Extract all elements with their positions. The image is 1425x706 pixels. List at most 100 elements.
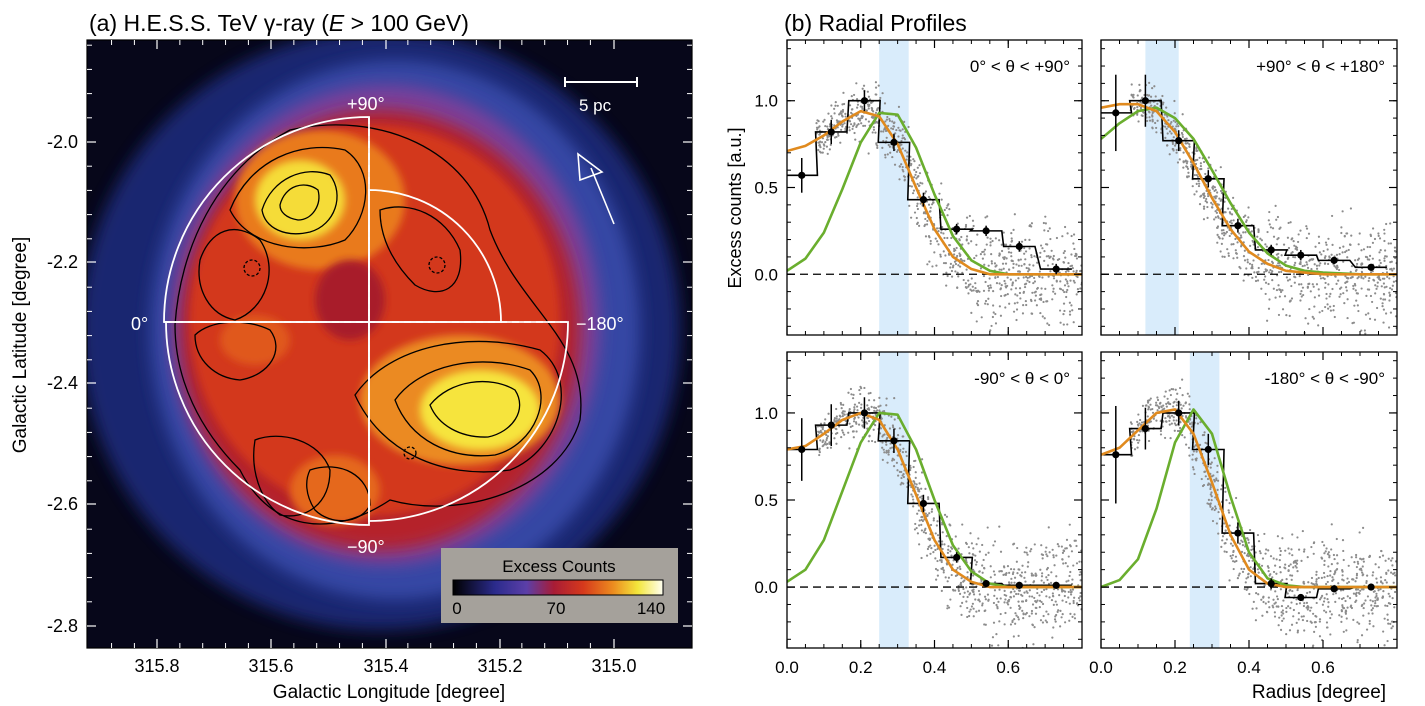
scatter-point — [1151, 118, 1154, 121]
scatter-point — [1325, 582, 1328, 586]
scatter-point — [1196, 149, 1199, 152]
scatter-point — [986, 526, 989, 529]
scatter-point — [1159, 429, 1163, 433]
scatter-point — [884, 153, 887, 156]
scatter-point — [1320, 556, 1323, 559]
scatter-point — [1027, 270, 1030, 273]
scatter-point — [936, 574, 939, 577]
scatter-point — [819, 439, 822, 442]
scatter-point — [962, 278, 965, 282]
scatter-point — [859, 406, 863, 409]
scatter-point — [816, 128, 819, 131]
scatter-point — [833, 420, 837, 423]
scatter-point — [1044, 215, 1047, 218]
scatter-point — [986, 236, 989, 239]
scatter-point — [1268, 606, 1271, 609]
scatter-point — [1044, 287, 1047, 290]
scatter-point — [1292, 239, 1295, 243]
scatter-point — [1058, 594, 1061, 597]
scatter-point — [976, 300, 980, 303]
scatter-point — [1258, 550, 1262, 553]
scatter-point — [1216, 470, 1219, 474]
scatter-point — [1297, 283, 1301, 286]
scatter-point — [1300, 615, 1303, 618]
scatter-point — [1244, 231, 1247, 234]
scatter-point — [1358, 592, 1361, 595]
scatter-point — [861, 424, 864, 427]
scatter-point — [1319, 262, 1322, 265]
scatter-point — [1008, 302, 1011, 305]
scatter-point — [916, 196, 919, 199]
scatter-point — [1329, 309, 1333, 312]
scatter-point — [1249, 244, 1252, 247]
scatter-point — [949, 550, 952, 553]
scatter-point — [990, 324, 993, 328]
scatter-point — [916, 175, 919, 178]
scatter-point — [879, 404, 882, 407]
scatter-point — [884, 120, 887, 123]
scatter-point — [1287, 605, 1290, 608]
scatter-point — [964, 282, 967, 285]
scatter-point — [964, 286, 967, 289]
scatter-point — [1230, 557, 1233, 560]
scatter-point — [925, 554, 929, 557]
scatter-point — [1325, 621, 1329, 624]
scatter-point — [1060, 616, 1063, 619]
scatter-point — [1011, 619, 1014, 622]
scatter-point — [1064, 256, 1067, 259]
scatter-point — [940, 231, 943, 234]
scatter-point — [877, 84, 880, 87]
scatter-point — [934, 237, 937, 240]
scatter-point — [892, 426, 895, 429]
scatter-point — [981, 604, 984, 607]
scatter-point — [1366, 595, 1370, 598]
scatter-point — [957, 587, 960, 591]
scatter-point — [1033, 276, 1036, 280]
scatter-point — [1041, 553, 1045, 557]
scatter-point — [1176, 122, 1179, 126]
scatter-point — [908, 184, 911, 188]
scatter-point — [944, 576, 947, 579]
scatter-point — [928, 260, 931, 263]
scatter-point — [1148, 119, 1152, 122]
scatter-point — [863, 386, 866, 390]
scatter-point — [960, 577, 963, 580]
scatter-point — [861, 107, 864, 110]
scatter-point — [1215, 522, 1218, 525]
scatter-point — [1051, 284, 1054, 287]
scatter-point — [1366, 288, 1369, 291]
scatter-point — [1383, 239, 1386, 243]
scatter-point — [1054, 292, 1057, 295]
scatter-point — [920, 487, 923, 490]
scatter-point — [1135, 438, 1139, 442]
scatter-point — [852, 430, 855, 433]
scatter-point — [1249, 575, 1252, 578]
scatter-point — [1379, 261, 1382, 265]
scatter-point — [1188, 454, 1191, 457]
scatter-point — [1345, 289, 1348, 292]
profile-angle-label: -180° < θ < -90° — [1265, 369, 1385, 388]
scatter-point — [1317, 288, 1320, 291]
scatter-point — [1362, 248, 1366, 251]
scatter-point — [921, 182, 924, 185]
scatter-point — [928, 537, 931, 540]
scatter-point — [1257, 540, 1261, 543]
scatter-point — [1075, 544, 1078, 548]
scatter-point — [1351, 275, 1354, 279]
scatter-point — [1047, 613, 1050, 616]
data-point — [1015, 581, 1023, 589]
scatter-point — [1383, 259, 1386, 262]
scatter-point — [1352, 618, 1355, 622]
scatter-point — [965, 235, 969, 238]
scatter-point — [1290, 601, 1293, 604]
scatter-point — [956, 271, 959, 274]
scatter-point — [900, 163, 903, 166]
scatter-point — [1187, 446, 1191, 449]
scatter-point — [1061, 235, 1064, 238]
scatter-point — [930, 547, 933, 550]
scatter-point — [1308, 307, 1311, 311]
scatter-point — [1173, 422, 1176, 425]
scatter-point — [871, 131, 874, 134]
scatter-point — [1243, 249, 1246, 252]
scatter-point — [1224, 490, 1227, 493]
